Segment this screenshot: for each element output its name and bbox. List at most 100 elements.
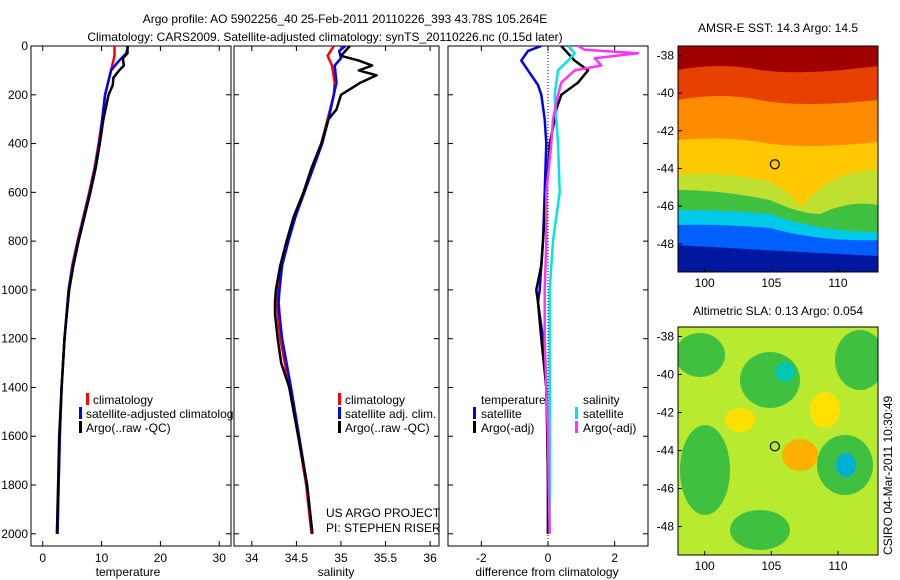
series-line-argo xyxy=(55,46,129,534)
temperature-xlabel: temperature xyxy=(96,565,161,579)
y-tick-label: 400 xyxy=(8,137,28,151)
sla-blob-9 xyxy=(782,439,818,471)
sla-blob-11 xyxy=(810,392,840,428)
difference-legend: temperature salinity satellite Argo(-adj… xyxy=(473,393,636,435)
map-y-tick-label: -46 xyxy=(657,482,675,496)
legend-swatch-satellite xyxy=(79,407,82,419)
map-y-tick-label: -44 xyxy=(657,444,675,458)
series-line-salinity-satellite xyxy=(548,46,576,534)
map-markers xyxy=(769,159,780,452)
x-tick-label: 10 xyxy=(95,551,109,565)
sla-blob-5 xyxy=(680,425,730,515)
series-line-satellite xyxy=(277,46,347,534)
timestamp-label: CSIRO 04-Mar-2011 10:30:49 xyxy=(881,395,895,555)
x-tick-label: 30 xyxy=(213,551,227,565)
sla-blob-3 xyxy=(775,362,795,382)
sla-map xyxy=(678,327,878,555)
legend-label-satellite: satellite adj. clim. xyxy=(345,407,436,421)
temperature-legend: climatology satellite-adjusted climatolo… xyxy=(79,393,233,435)
map-x-tick-label: 110 xyxy=(828,559,847,573)
pi-label: PI: STEPHEN RISER xyxy=(326,521,441,535)
y-tick-label: 200 xyxy=(8,88,28,102)
legend-label-temp-satellite: satellite xyxy=(481,407,522,421)
x-tick-label: 34 xyxy=(245,551,259,565)
salinity-xlabel: salinity xyxy=(318,565,355,579)
y-tick-label: 2000 xyxy=(1,527,28,541)
legend-swatch-argo xyxy=(79,421,82,433)
legend-label-satellite: satellite-adjusted climatolog xyxy=(86,407,233,421)
y-tick-label: 600 xyxy=(8,185,28,199)
title-line-2: Climatology: CARS2009. Satellite-adjuste… xyxy=(87,30,562,44)
x-tick-label: 35.5 xyxy=(374,551,398,565)
series-line-climatology xyxy=(56,46,116,534)
sst-map xyxy=(678,46,878,272)
x-tick-label: 34.5 xyxy=(285,551,309,565)
sla-frame xyxy=(677,326,879,556)
legend-title-temperature: temperature xyxy=(481,393,546,407)
y-tick-label: 1600 xyxy=(1,429,28,443)
series-line-argo xyxy=(273,46,378,534)
sst-frame xyxy=(677,45,879,273)
legend-label-sal-satellite: satellite xyxy=(583,407,624,421)
legend-swatch-temp-argo xyxy=(473,421,476,433)
legend-label-climatology: climatology xyxy=(345,393,405,407)
sst-band-8 xyxy=(678,245,878,272)
salinity-panel-frame xyxy=(233,45,440,547)
legend-swatch-sal-satellite xyxy=(575,407,578,419)
y-tick-label: 0 xyxy=(21,39,28,53)
map-x-tick-label: 110 xyxy=(828,276,847,290)
x-tick-label: 36 xyxy=(423,551,437,565)
legend-label-argo: Argo(..raw -QC) xyxy=(345,421,430,435)
sla-blob-1 xyxy=(678,333,725,377)
x-tick-label: 2 xyxy=(611,551,618,565)
map-x-tick-label: 100 xyxy=(695,276,715,290)
y-tick-label: 1400 xyxy=(1,380,28,394)
map-y-tick-label: -38 xyxy=(657,48,675,62)
map-y-tick-label: -48 xyxy=(657,520,675,534)
legend-label-climatology: climatology xyxy=(93,393,153,407)
map-x-tick-label: 105 xyxy=(761,559,781,573)
x-tick-label: 0 xyxy=(545,551,552,565)
series-line-salinity-argo xyxy=(543,46,640,534)
x-tick-label: -2 xyxy=(476,551,487,565)
y-tick-label: 1200 xyxy=(1,332,28,346)
title-line-1: Argo profile: AO 5902256_40 25-Feb-2011 … xyxy=(143,12,548,26)
sst-title: AMSR-E SST: 14.3 Argo: 14.5 xyxy=(698,21,858,35)
project-label: US ARGO PROJECT xyxy=(326,506,441,520)
map-x-tick-label: 105 xyxy=(761,276,781,290)
salinity-legend: climatology satellite adj. clim. Argo(..… xyxy=(338,393,436,435)
map-y-tick-label: -42 xyxy=(657,406,675,420)
argo-location-marker xyxy=(769,159,780,170)
series-line-climatology xyxy=(275,46,336,534)
legend-label-sal-argo: Argo(-adj) xyxy=(583,421,636,435)
difference-lines xyxy=(520,46,640,546)
difference-xlabel: difference from climatology xyxy=(475,565,618,579)
sla-blob-10 xyxy=(725,408,755,432)
sla-blob-8 xyxy=(730,510,790,550)
map-y-tick-label: -38 xyxy=(657,330,675,344)
argo-location-marker xyxy=(769,441,780,452)
legend-swatch-argo xyxy=(338,421,341,433)
map-y-tick-label: -42 xyxy=(657,124,675,138)
legend-swatch-temp-satellite xyxy=(473,407,476,419)
y-tick-label: 800 xyxy=(8,234,28,248)
axis-ticks: 0 10 20 30020040060080010001200140016001800… xyxy=(1,39,848,573)
map-y-tick-label: -40 xyxy=(657,368,675,382)
temperature-panel-frame xyxy=(30,45,232,547)
map-y-tick-label: -44 xyxy=(657,161,675,175)
legend-swatch-sal-argo xyxy=(575,421,578,433)
temperature-lines xyxy=(55,46,130,534)
salinity-lines xyxy=(273,46,378,534)
x-tick-label: 35 xyxy=(334,551,348,565)
x-tick-label: 0 xyxy=(39,551,46,565)
x-tick-label: 20 xyxy=(154,551,168,565)
map-y-tick-label: -46 xyxy=(657,199,675,213)
legend-swatch-climatology xyxy=(86,393,89,405)
sla-title: Altimetric SLA: 0.13 Argo: 0.054 xyxy=(693,304,863,318)
sla-blob-7 xyxy=(836,453,856,477)
map-y-tick-label: -48 xyxy=(657,237,675,251)
legend-swatch-satellite xyxy=(338,407,341,419)
legend-label-argo: Argo(..raw -QC) xyxy=(86,421,171,435)
